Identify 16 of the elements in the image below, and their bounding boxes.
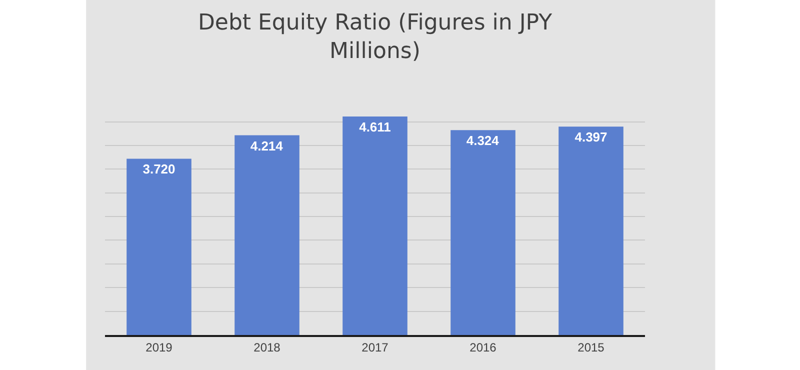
- data-label: 3.720: [142, 162, 176, 177]
- bar: [558, 126, 624, 335]
- bar: [450, 130, 516, 335]
- bar: [126, 158, 192, 335]
- data-label: 4.397: [574, 130, 608, 145]
- x-tick-label: 2018: [254, 340, 281, 354]
- x-tick-label: 2016: [470, 340, 497, 354]
- x-tick-label: 2019: [146, 340, 173, 354]
- data-label: 4.214: [250, 138, 284, 154]
- data-label: 4.324: [466, 133, 500, 148]
- bar: [234, 135, 300, 335]
- x-tick-label: 2017: [362, 340, 389, 354]
- x-tick-label: 2015: [578, 340, 605, 354]
- chart-title: Debt Equity Ratio (Figures in JPY Millions): [198, 10, 553, 64]
- bar: [342, 116, 408, 335]
- data-label: 4.611: [359, 120, 391, 134]
